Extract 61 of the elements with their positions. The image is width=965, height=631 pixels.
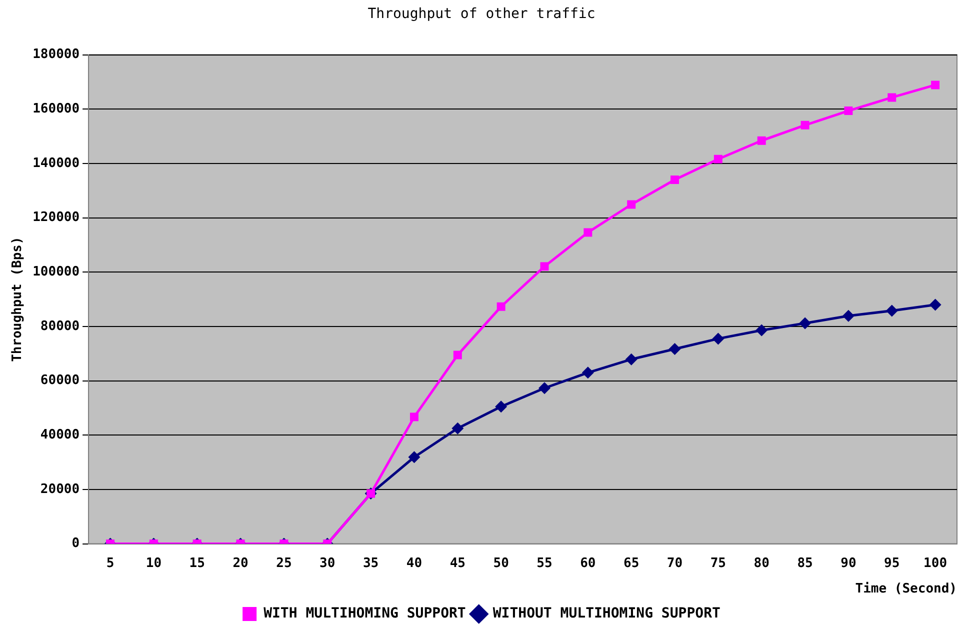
y-tick-label: 160000 <box>32 102 80 117</box>
x-tick-label: 75 <box>710 556 726 571</box>
x-tick-label: 10 <box>146 556 162 571</box>
x-tick-label: 65 <box>624 556 640 571</box>
y-tick-label: 20000 <box>40 482 80 497</box>
x-tick-label: 25 <box>276 556 292 571</box>
x-tick-label: 60 <box>580 556 596 571</box>
y-axis-title: Throughput (Bps) <box>10 236 26 362</box>
x-tick-label: 100 <box>924 556 948 571</box>
x-tick-label: 20 <box>232 556 249 571</box>
y-tick-label: 120000 <box>32 210 80 226</box>
point <box>625 353 638 366</box>
x-axis-title: Time (Second) <box>855 582 957 597</box>
point <box>408 451 420 464</box>
x-tick-label: 15 <box>189 556 205 571</box>
point <box>714 154 722 164</box>
x-tick-label: 50 <box>493 556 510 571</box>
legend-label: WITH MULTIHOMING SUPPORT <box>264 606 466 622</box>
chart-title: Throughput of other traffic <box>368 6 596 22</box>
point <box>582 366 594 379</box>
point <box>799 317 812 330</box>
y-tick-label: 80000 <box>40 318 80 334</box>
point <box>842 310 854 322</box>
y-tick-label: 140000 <box>32 156 80 171</box>
y-tick-label: 0 <box>72 536 80 552</box>
x-tick-label: 85 <box>797 556 813 571</box>
x-tick-label: 90 <box>840 556 856 571</box>
x-tick-label: 80 <box>754 556 770 571</box>
point <box>538 382 550 394</box>
x-tick-label: 35 <box>362 556 379 571</box>
point <box>757 136 766 145</box>
x-tick-label: 70 <box>666 556 683 571</box>
y-tick-label: 40000 <box>40 428 80 443</box>
point <box>452 422 464 434</box>
point <box>453 350 462 360</box>
point <box>929 298 942 311</box>
point <box>756 324 768 336</box>
point <box>712 332 724 345</box>
x-tick-label: 5 <box>106 556 114 571</box>
x-tick-label: 45 <box>450 556 466 571</box>
point <box>540 262 549 271</box>
y-tick-label: 60000 <box>40 373 80 388</box>
x-tick-label: 55 <box>536 556 552 571</box>
point <box>844 106 853 116</box>
point <box>800 120 810 130</box>
x-tick-label: 30 <box>320 556 336 571</box>
point <box>931 80 940 90</box>
x-tick-label: 95 <box>884 556 900 571</box>
point <box>668 343 681 356</box>
point <box>496 302 506 311</box>
x-tick-label: 40 <box>406 556 422 571</box>
point <box>410 412 418 422</box>
point <box>670 176 679 184</box>
legend-label: WITHOUT MULTIHOMING SUPPORT <box>492 606 720 622</box>
y-tick-label: 180000 <box>32 47 80 62</box>
point <box>495 400 508 413</box>
point <box>888 93 896 102</box>
y-tick-label: 100000 <box>32 264 80 280</box>
point <box>627 200 636 209</box>
point <box>584 228 592 237</box>
point <box>886 304 898 317</box>
